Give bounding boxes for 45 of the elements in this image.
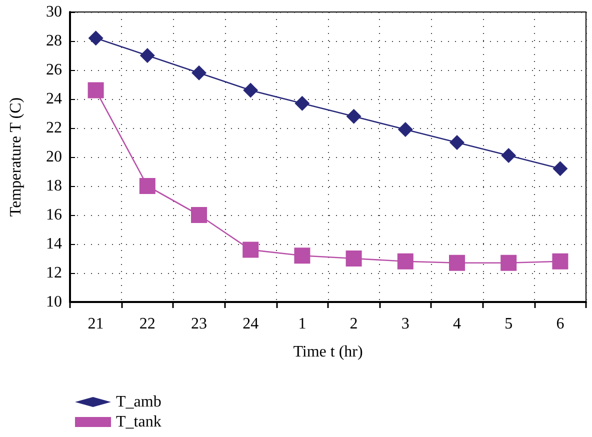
x-tick-label: 6 xyxy=(556,316,564,332)
x-tick-label: 2 xyxy=(350,316,358,332)
point xyxy=(140,48,155,63)
point xyxy=(88,30,104,46)
point xyxy=(88,82,104,98)
y-tick-label: 18 xyxy=(46,178,62,194)
point xyxy=(398,122,413,137)
y-tick-label: 12 xyxy=(46,264,62,282)
legend-label: T_amb xyxy=(116,394,162,410)
point xyxy=(500,254,517,271)
point xyxy=(449,254,465,271)
point xyxy=(397,253,414,270)
y-tick-label: 10 xyxy=(46,294,62,310)
x-tick-label: 24 xyxy=(242,316,259,332)
y-tick-label: 26 xyxy=(46,62,62,78)
legend-label: T_tank xyxy=(116,414,162,430)
x-tick-label: 22 xyxy=(139,316,156,332)
point xyxy=(501,148,516,164)
y-tick-label: 30 xyxy=(46,4,62,20)
point xyxy=(139,178,156,194)
point xyxy=(192,65,206,80)
point xyxy=(242,242,259,258)
point xyxy=(294,96,310,111)
point xyxy=(450,135,464,150)
x-tick-label: 5 xyxy=(504,316,513,332)
x-axis-title: Time t (hr) xyxy=(293,344,363,360)
y-tick-label: 24 xyxy=(46,90,62,108)
x-tick-label: 1 xyxy=(298,316,306,332)
y-tick-label: 16 xyxy=(46,206,62,224)
x-tick-label: 3 xyxy=(401,316,410,332)
x-tick-label: 21 xyxy=(88,316,104,332)
point xyxy=(346,250,362,266)
y-tick-label: 28 xyxy=(46,32,62,50)
point xyxy=(191,207,207,223)
y-tick-label: 20 xyxy=(46,148,62,166)
point xyxy=(552,161,568,176)
x-tick-label: 4 xyxy=(453,316,461,332)
y-tick-label: 14 xyxy=(46,236,62,252)
point xyxy=(552,253,568,270)
point xyxy=(243,82,258,98)
x-tick-label: 23 xyxy=(191,316,207,332)
y-axis-title: Temperature T (C) xyxy=(8,97,24,217)
point xyxy=(346,108,362,124)
point xyxy=(294,248,310,264)
y-tick-label: 22 xyxy=(46,120,62,136)
